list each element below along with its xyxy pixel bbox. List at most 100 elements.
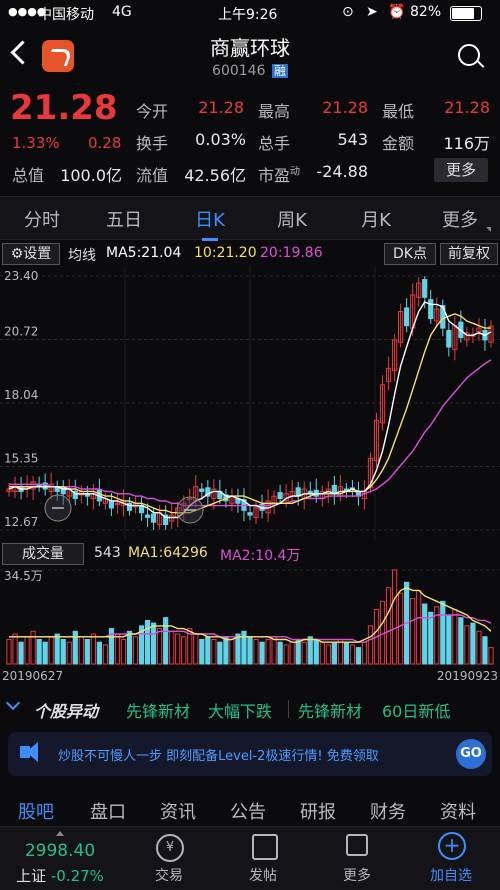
gear-icon: ⚙	[10, 246, 24, 262]
volume-bar	[259, 641, 265, 665]
volume-bar	[265, 638, 271, 665]
candle-body	[150, 513, 157, 523]
volume-bar	[337, 638, 343, 665]
more-button[interactable]: 更多	[434, 158, 488, 182]
index-widget[interactable]: 2998.40 上证 -0.27%	[0, 827, 120, 890]
tab-financials[interactable]: 财务	[370, 802, 406, 823]
post-button[interactable]: 发帖	[218, 827, 308, 890]
volume-bar	[90, 633, 96, 665]
trade-label: 交易	[155, 868, 183, 884]
stock-alert-bar[interactable]: 个股异动 先锋新材 大幅下跌 先锋新材 60日新低	[0, 692, 500, 726]
volume-bar	[6, 638, 12, 665]
tab-daily-k[interactable]: 日K	[180, 206, 240, 241]
volume-bar	[289, 641, 295, 665]
volume-value: 543	[337, 130, 368, 149]
volume-bar	[102, 644, 109, 665]
volume-chart[interactable]: 34.5万 20190627 20190923	[0, 566, 500, 686]
volume-current: 543	[94, 545, 121, 561]
volume-bar	[120, 638, 127, 665]
index-line: 上证 -0.27%	[0, 865, 120, 886]
tab-announcements[interactable]: 公告	[230, 802, 266, 823]
speaker-cone-icon	[26, 742, 38, 762]
margin-badge: 融	[271, 64, 288, 78]
alert-item[interactable]: 先锋新材	[126, 702, 191, 721]
go-button[interactable]: GO	[456, 739, 486, 769]
kline-toolbar: ⚙设置 均线 MA5:21.04 10:21.20 20:19.86 DK点 前…	[0, 242, 500, 266]
volume-bar	[488, 647, 494, 665]
trade-button[interactable]: ¥ 交易	[124, 827, 214, 890]
low-value: 21.28	[444, 98, 490, 117]
price-axis-label: 20.72	[4, 324, 38, 338]
edit-icon	[252, 834, 278, 860]
volume-bar	[193, 633, 199, 665]
volume-bar	[138, 625, 145, 665]
volume-indicator-button[interactable]: 成交量	[2, 543, 84, 565]
volume-bar	[367, 625, 374, 665]
volume-bar	[18, 641, 24, 665]
tab-monthly-k[interactable]: 月K	[361, 210, 391, 231]
lock-rotation-icon: ⊙	[342, 4, 354, 20]
vol-ma2: MA2:10.4万	[220, 548, 301, 564]
candle-body	[205, 487, 211, 497]
candle-body	[422, 279, 428, 298]
add-watchlist-label: 加自选	[430, 868, 472, 884]
dk-point-button[interactable]: DK点	[384, 243, 436, 265]
ma10-line	[9, 313, 491, 514]
candle-body	[163, 514, 169, 526]
candle-body	[60, 487, 66, 495]
volume-bar	[150, 622, 157, 665]
tab-research[interactable]: 研报	[300, 802, 336, 823]
kline-chart[interactable]: 23.40 20.72 18.04 15.35 12.67	[0, 266, 500, 540]
more-dock-button[interactable]: 更多	[312, 827, 402, 890]
chevron-down-icon[interactable]	[5, 695, 21, 711]
speaker-icon	[20, 746, 30, 758]
status-bar: ●●●● 中国移动 4G 上午9:26 ⊙ ➤ ⏰ 82%	[0, 0, 500, 26]
candle-body	[373, 419, 380, 462]
pe-label-text: 市盈	[258, 166, 291, 185]
turnover-value: 0.03%	[195, 130, 246, 149]
tab-five-day[interactable]: 五日	[106, 210, 142, 231]
alarm-icon: ⏰	[388, 4, 406, 20]
volume-bar	[446, 614, 452, 665]
adjust-button[interactable]: 前复权	[440, 243, 498, 265]
volume-bar	[241, 630, 247, 665]
signal-icon: ●●●●	[8, 5, 47, 18]
tab-order-book[interactable]: 盘口	[90, 802, 126, 823]
tab-forum[interactable]: 股吧	[18, 802, 54, 823]
volume-bar	[343, 641, 350, 665]
open-label: 今开	[136, 102, 169, 121]
volume-bar	[385, 587, 392, 665]
promo-banner[interactable]: 炒股不可慢人一步 即刻配备Level-2极速行情! 免费领取 GO	[8, 732, 492, 776]
candle-body	[126, 502, 133, 511]
amount-value: 116万	[443, 134, 490, 153]
tab-news[interactable]: 资讯	[160, 802, 196, 823]
tab-profile[interactable]: 资料	[440, 802, 476, 823]
high-label: 最高	[258, 102, 291, 121]
price-axis-label: 18.04	[4, 388, 38, 402]
turnover-label: 换手	[136, 134, 169, 153]
alert-item[interactable]: 大幅下跌	[208, 702, 273, 721]
add-watchlist-button[interactable]: + 加自选	[406, 827, 496, 890]
grid-icon	[346, 834, 368, 856]
plus-circle-icon: +	[438, 832, 466, 860]
search-icon[interactable]	[458, 44, 485, 68]
alert-divider	[288, 700, 289, 718]
settings-button[interactable]: ⚙设置	[2, 243, 60, 265]
tab-more[interactable]: 更多	[442, 210, 478, 231]
candle-body	[398, 311, 404, 343]
period-tabs: 分时 五日 日K 周K 月K 更多	[0, 196, 500, 241]
mkt-cap-value: 100.0亿	[60, 166, 122, 185]
volume-bar	[452, 609, 458, 665]
tab-intraday[interactable]: 分时	[24, 210, 60, 231]
price-axis-label: 23.40	[4, 269, 38, 283]
alert-item[interactable]: 60日新低	[382, 702, 451, 721]
float-cap-value: 42.56亿	[184, 166, 246, 185]
quote-panel: 21.28 1.33% 0.28 今开 21.28 最高 21.28 最低 21…	[0, 88, 500, 196]
volume-bar	[42, 641, 48, 665]
amount-label: 金额	[382, 134, 415, 153]
alert-title: 个股异动	[34, 702, 99, 721]
volume-bar	[247, 636, 253, 665]
tab-weekly-k[interactable]: 周K	[277, 210, 307, 231]
volume-bar	[361, 641, 368, 665]
alert-item[interactable]: 先锋新材	[298, 702, 363, 721]
